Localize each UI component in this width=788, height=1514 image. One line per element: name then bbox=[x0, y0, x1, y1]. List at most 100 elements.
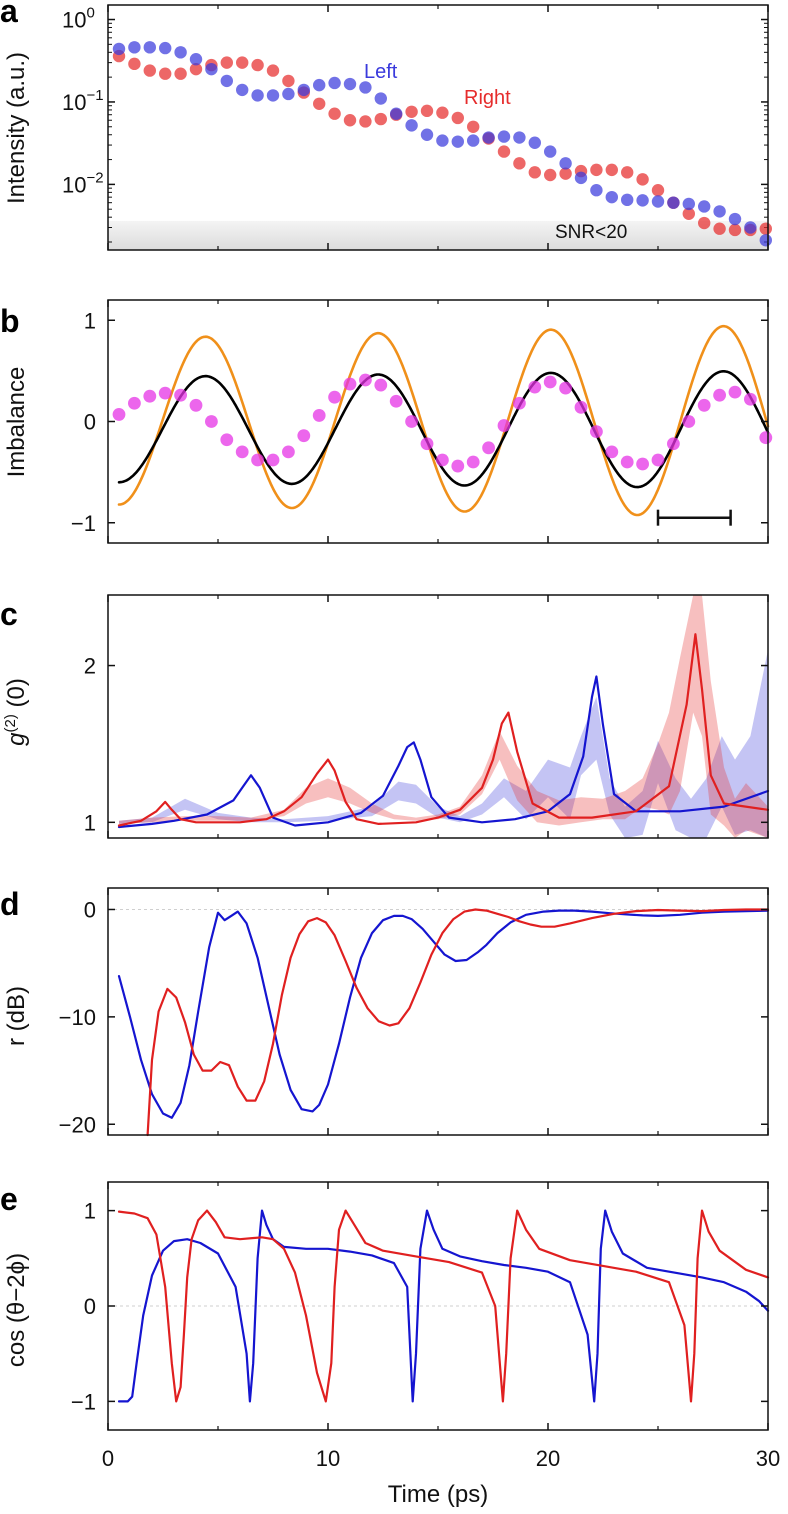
panel-a-point-right bbox=[374, 112, 387, 126]
panel-b-point bbox=[620, 455, 634, 469]
panel-a-point-right bbox=[497, 145, 511, 158]
panel-b-point bbox=[697, 398, 711, 412]
panel-b-point bbox=[343, 377, 357, 391]
panel-letter-c: c bbox=[0, 596, 18, 632]
panel-a-point-right bbox=[605, 163, 618, 177]
panel-b-point bbox=[728, 385, 742, 399]
panel-a-point-right bbox=[436, 106, 449, 119]
panel-a-point-left bbox=[667, 196, 680, 209]
panel-b-point bbox=[543, 375, 557, 389]
panel-a-point-right bbox=[159, 67, 172, 80]
panel-b-point bbox=[143, 389, 157, 403]
panel-b-point bbox=[590, 425, 603, 439]
snr-label: SNR<20 bbox=[555, 222, 627, 243]
panel-letter-b: b bbox=[0, 303, 20, 339]
panel-e-ylabel: cos (θ−2ϕ) bbox=[3, 1253, 30, 1367]
panel-a-point-left bbox=[605, 190, 618, 204]
panel-e-line-blue bbox=[117, 1209, 770, 1403]
panel-a-point-left bbox=[636, 194, 649, 207]
panel-a-point-right bbox=[236, 56, 249, 69]
panel-c-ylabel-rest: (0) bbox=[3, 678, 30, 714]
panel-a-point-right bbox=[405, 105, 418, 118]
panel-a-point-left bbox=[128, 41, 141, 54]
panel-a-point-right bbox=[759, 222, 772, 235]
panel-a-point-right bbox=[728, 223, 742, 237]
panel-a-point-right bbox=[220, 56, 233, 69]
panel-a-point-right bbox=[143, 64, 156, 77]
panel-e-ytick-label: 1 bbox=[84, 1199, 96, 1224]
panel-a-point-left bbox=[343, 77, 357, 91]
panel-a-point-left bbox=[744, 221, 757, 234]
panel-b-point bbox=[744, 392, 757, 406]
panel-a-point-left bbox=[482, 131, 495, 144]
panel-a-point-left bbox=[528, 136, 541, 149]
panel-c-ylabel-g: g bbox=[3, 732, 30, 746]
panel-a-point-left bbox=[282, 87, 295, 101]
panel-a-point-left bbox=[189, 53, 203, 66]
panel-a-point-right bbox=[251, 58, 264, 72]
panel-b-point bbox=[559, 381, 572, 395]
panel-a-point-left bbox=[467, 134, 480, 147]
panel-b-ytick-label: 0 bbox=[84, 410, 96, 435]
ytick-base: 10 bbox=[62, 8, 86, 33]
panel-b-point bbox=[605, 445, 619, 459]
panel-a-ytick-label: 10−1 bbox=[62, 87, 104, 115]
panel-a-point-right bbox=[636, 173, 649, 186]
panel-letter-a: a bbox=[0, 0, 18, 29]
panel-b-point bbox=[312, 409, 326, 422]
panel-b-ytick-label: −1 bbox=[71, 511, 96, 536]
panel-a-point-left bbox=[405, 119, 418, 132]
panel-b-point bbox=[127, 396, 141, 410]
panel-b-ytick-label: 1 bbox=[84, 308, 96, 333]
panel-a-point-right bbox=[359, 115, 372, 128]
panel-a-point-right bbox=[544, 168, 557, 182]
panel-a-point-left bbox=[328, 76, 341, 90]
panel-a-point-left bbox=[374, 92, 387, 105]
ytick-exponent: −1 bbox=[86, 87, 103, 104]
x-tick-20: 20 bbox=[536, 1446, 560, 1471]
panel-c-red_band bbox=[119, 595, 768, 838]
panel-d-ytick-label: −10 bbox=[59, 1005, 96, 1030]
panel-b-point bbox=[174, 388, 188, 402]
panel-a-frame bbox=[107, 4, 769, 251]
panel-a-point-right bbox=[513, 157, 526, 170]
panel-b-point bbox=[497, 419, 511, 432]
panel-a-point-left bbox=[205, 62, 218, 76]
ytick-base: 10 bbox=[62, 172, 86, 197]
panel-a-point-left bbox=[436, 134, 449, 147]
panel-b-point bbox=[359, 373, 372, 387]
panel-b-point bbox=[282, 445, 295, 459]
panel-b-point bbox=[667, 437, 680, 451]
panel-a-point-left bbox=[728, 212, 742, 226]
panel-b-point bbox=[328, 390, 341, 404]
panel-a-point-left bbox=[544, 145, 557, 158]
panel-a-point-left bbox=[698, 200, 711, 213]
x-tick-30: 30 bbox=[756, 1446, 780, 1471]
panel-c-line-red bbox=[117, 633, 770, 827]
snr-shaded-region bbox=[108, 220, 768, 250]
panel-a-point-right bbox=[467, 120, 480, 133]
panel-a-point-right bbox=[282, 74, 295, 88]
panel-e-cos: 1 0 −1 bbox=[71, 1181, 770, 1431]
panel-a-point-left bbox=[174, 46, 187, 59]
x-tick-10: 10 bbox=[316, 1446, 340, 1471]
panel-b-ylabel: Imbalance bbox=[3, 367, 30, 478]
panel-a-point-left bbox=[559, 157, 572, 170]
panel-a-point-left bbox=[313, 78, 326, 92]
x-tick-0: 0 bbox=[102, 1446, 114, 1471]
panel-d-ytick-label: −20 bbox=[59, 1112, 96, 1137]
panel-b-point bbox=[235, 445, 249, 459]
panel-a-point-right bbox=[682, 207, 695, 220]
panel-a-point-right bbox=[313, 97, 326, 110]
panel-b-imbalance: 1 0 −1 bbox=[71, 299, 773, 544]
panel-a-point-left bbox=[266, 89, 280, 102]
panel-b-point bbox=[297, 429, 311, 443]
panel-b-point bbox=[482, 441, 495, 455]
panel-b-point bbox=[405, 415, 418, 428]
panel-a-point-right bbox=[621, 166, 634, 179]
panel-a-point-right bbox=[651, 184, 665, 197]
panel-a-point-left bbox=[759, 234, 772, 247]
panel-b-point bbox=[420, 437, 434, 451]
panel-c-blue_band bbox=[119, 649, 768, 838]
